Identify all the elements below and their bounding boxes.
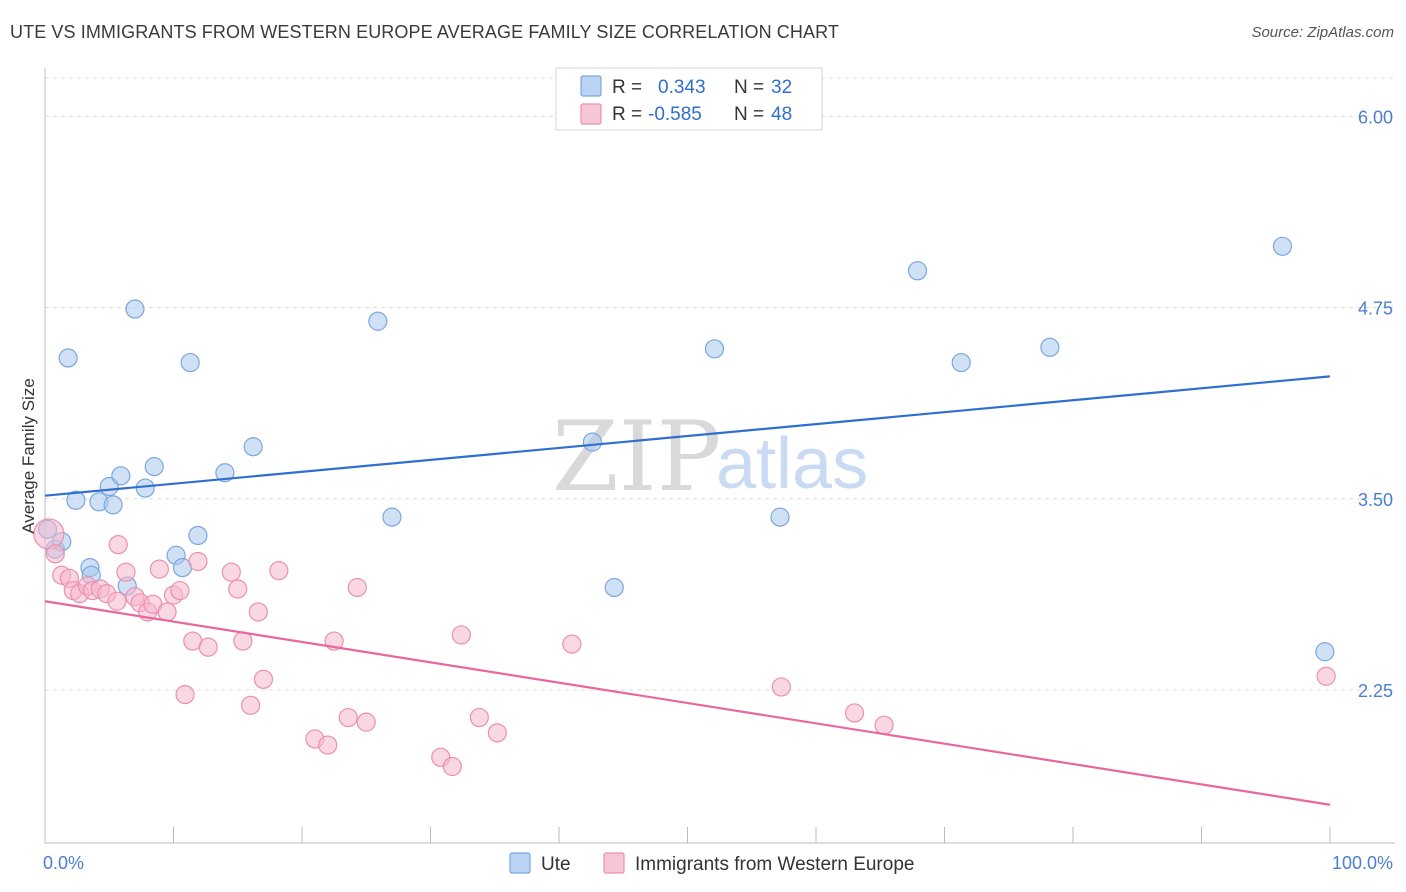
point-ute-26 xyxy=(770,507,790,527)
point-ute-14 xyxy=(144,457,164,477)
legend-swatch-ute xyxy=(580,75,602,97)
point-ute-18 xyxy=(188,525,208,546)
y-tick-label-0: 2.25 xyxy=(1358,681,1393,701)
series-legend-label-immigrants: Immigrants from Western Europe xyxy=(635,854,914,875)
point-ute-23 xyxy=(582,432,603,452)
legend-r-label-ute: R = xyxy=(612,77,642,98)
point-ute-12 xyxy=(125,299,145,319)
point-immigrants-35 xyxy=(338,707,358,728)
point-immigrants-30 xyxy=(253,669,274,689)
point-immigrants-21 xyxy=(175,684,195,705)
point-immigrants-41 xyxy=(469,707,489,728)
point-immigrants-0 xyxy=(33,518,65,550)
point-immigrants-47 xyxy=(1316,666,1336,686)
legend-r-value-immigrants: -0.585 xyxy=(648,104,702,125)
point-immigrants-31 xyxy=(269,561,289,581)
legend-n-label-ute: N = xyxy=(734,77,764,98)
point-immigrants-11 xyxy=(108,535,128,555)
x-tick-label-1: 100.0% xyxy=(1332,853,1393,873)
point-immigrants-17 xyxy=(149,559,169,579)
data-points xyxy=(33,236,1336,777)
y-axis-label: Average Family Size xyxy=(19,378,38,534)
legend-n-label-immigrants: N = xyxy=(734,104,764,125)
y-tick-label-3: 6.00 xyxy=(1358,107,1393,127)
point-immigrants-44 xyxy=(771,677,791,697)
point-immigrants-1 xyxy=(45,544,65,564)
trend-lines xyxy=(44,375,1331,806)
point-ute-24 xyxy=(604,577,624,598)
legend-n-value-ute: 32 xyxy=(771,77,792,98)
legend-swatch-immigrants xyxy=(580,103,602,125)
watermark-atlas: atlas xyxy=(716,424,868,504)
grid-lines xyxy=(45,77,1395,691)
legend-r-value-ute: 0.343 xyxy=(658,77,706,98)
point-ute-9 xyxy=(103,495,123,515)
point-immigrants-24 xyxy=(198,637,218,657)
series-legend-label-ute: Ute xyxy=(541,854,571,875)
point-immigrants-45 xyxy=(844,703,865,723)
point-immigrants-43 xyxy=(562,634,582,654)
point-ute-22 xyxy=(382,507,402,527)
series-legend-swatch-ute xyxy=(509,852,531,874)
point-ute-10 xyxy=(111,466,131,486)
point-immigrants-29 xyxy=(248,602,268,622)
point-ute-27 xyxy=(907,261,928,281)
watermark-zip: ZIP xyxy=(552,401,721,513)
point-immigrants-36 xyxy=(347,577,367,598)
point-immigrants-12 xyxy=(116,562,136,582)
point-ute-21 xyxy=(368,311,388,331)
chart-title: UTE VS IMMIGRANTS FROM WESTERN EUROPE AV… xyxy=(10,22,839,42)
point-immigrants-39 xyxy=(442,756,462,777)
y-tick-label-2: 4.75 xyxy=(1358,299,1393,319)
point-ute-28 xyxy=(951,352,971,373)
point-ute-19 xyxy=(215,463,235,483)
point-ute-31 xyxy=(1315,642,1335,662)
source-credit: Source: ZipAtlas.com xyxy=(1251,24,1394,41)
legend-n-value-immigrants: 48 xyxy=(771,104,792,125)
point-immigrants-18 xyxy=(157,602,177,622)
point-ute-30 xyxy=(1272,236,1293,256)
point-ute-17 xyxy=(180,352,200,373)
point-immigrants-10 xyxy=(107,591,127,611)
tick-labels: 2.25 3.50 4.75 6.00 0.0% 100.0% xyxy=(43,107,1393,873)
series-legend: Ute Immigrants from Western Europe xyxy=(509,852,914,875)
point-ute-29 xyxy=(1040,337,1060,357)
series-legend-swatch-immigrants xyxy=(603,852,625,874)
y-tick-label-1: 3.50 xyxy=(1358,490,1393,510)
watermark: ZIP atlas xyxy=(552,401,868,513)
point-immigrants-46 xyxy=(874,715,894,735)
point-immigrants-42 xyxy=(487,723,507,743)
point-immigrants-26 xyxy=(228,579,248,599)
point-immigrants-37 xyxy=(356,712,376,732)
point-ute-3 xyxy=(58,348,78,368)
point-immigrants-25 xyxy=(221,562,241,582)
trend-line-ute xyxy=(44,375,1331,497)
legend-r-label-immigrants: R = xyxy=(612,104,642,125)
stats-legend: R = 0.343 N = 32 R = -0.585 N = 48 xyxy=(555,67,823,131)
x-tick-label-0: 0.0% xyxy=(43,853,84,873)
point-immigrants-20 xyxy=(170,580,190,601)
point-ute-25 xyxy=(704,339,725,359)
point-ute-20 xyxy=(243,437,263,457)
point-immigrants-40 xyxy=(451,625,471,645)
trend-line-immigrants xyxy=(44,600,1331,806)
point-immigrants-23 xyxy=(188,551,208,572)
point-immigrants-33 xyxy=(318,735,338,755)
axes xyxy=(44,68,1395,844)
point-immigrants-28 xyxy=(241,695,261,715)
point-ute-4 xyxy=(66,490,86,510)
point-immigrants-27 xyxy=(233,631,253,651)
